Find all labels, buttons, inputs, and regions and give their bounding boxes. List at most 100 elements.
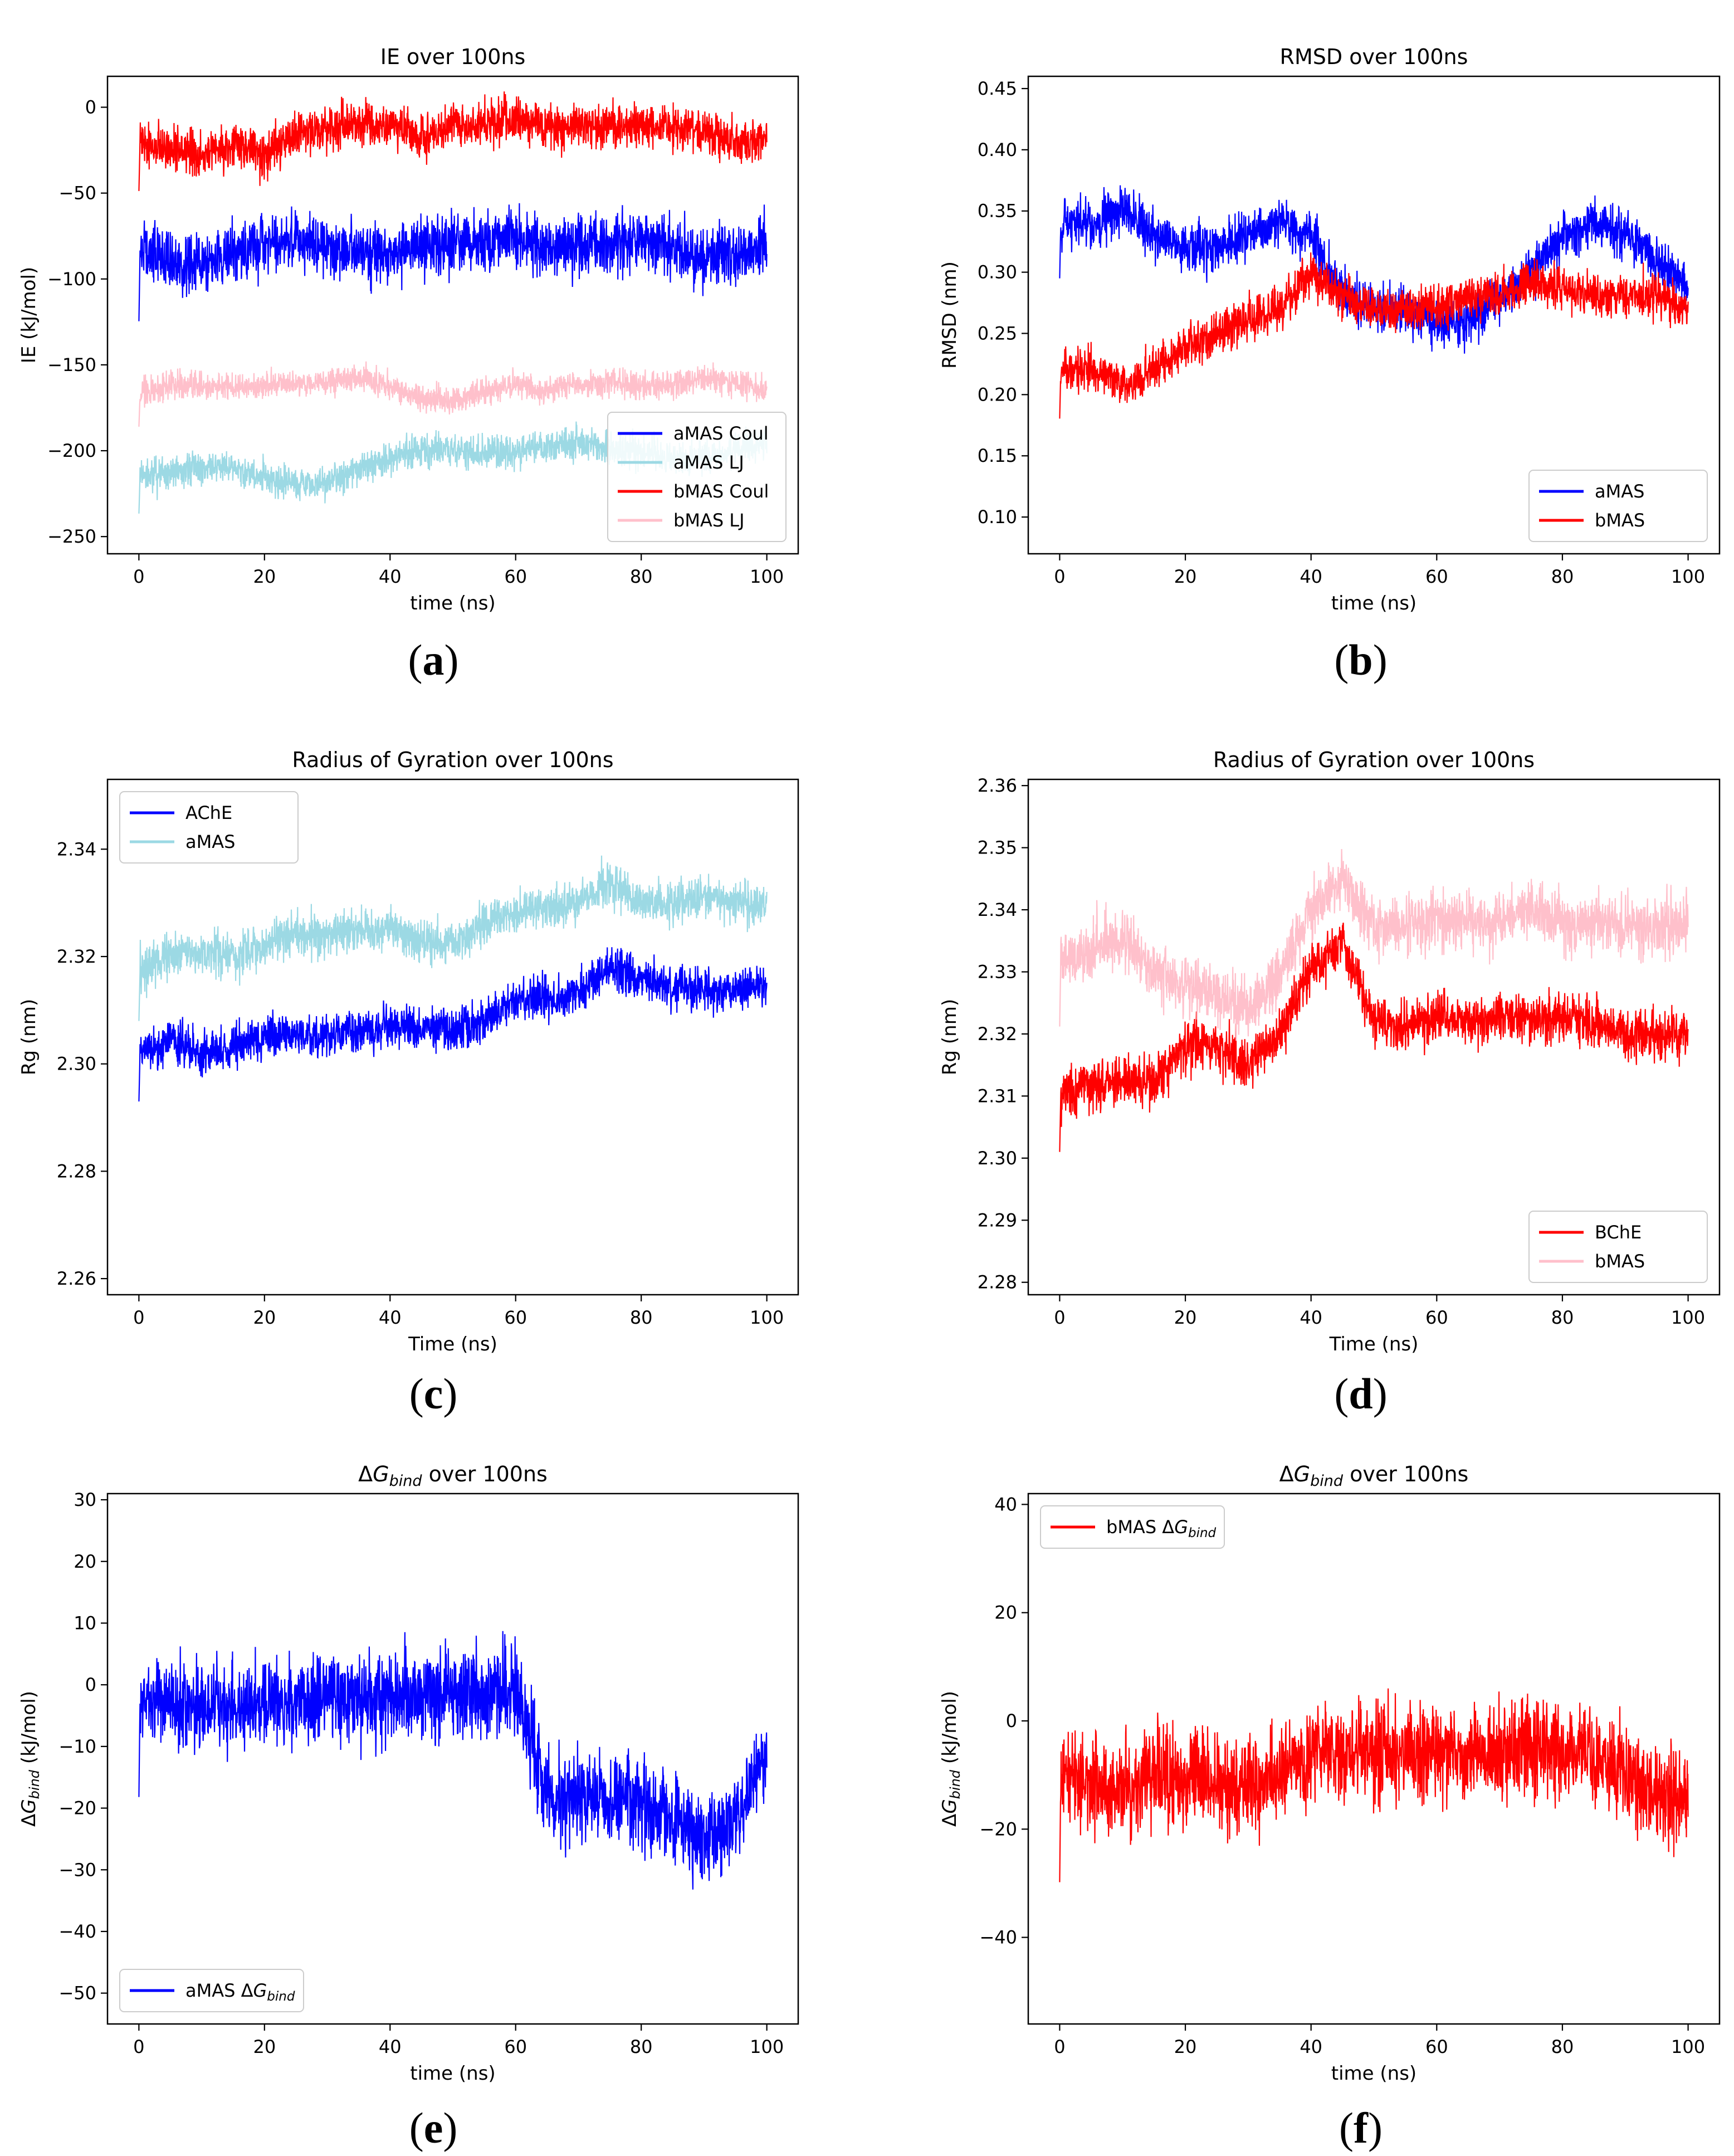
y-tick-label: 0.35 — [978, 201, 1017, 222]
y-tick-label: 0 — [85, 96, 96, 118]
x-tick-label: 0 — [133, 566, 144, 587]
panel-label-b: (b) — [1334, 636, 1388, 684]
chart-title: Radius of Gyration over 100ns — [292, 748, 613, 772]
y-tick-label: −250 — [47, 526, 96, 547]
y-tick-label: −30 — [58, 1859, 96, 1880]
legend-label: aMAS ΔGbind — [185, 1980, 295, 2004]
plot-frame — [106, 1492, 799, 2025]
y-tick-label: −200 — [47, 440, 96, 461]
y-tick-label: 2.29 — [978, 1209, 1017, 1231]
x-tick-label: 40 — [1300, 1307, 1322, 1328]
y-tick-label: 0.10 — [978, 506, 1017, 528]
chart-e: 0 20 40 60 80 1003020100−10−20−30−40−50ΔGbind… — [18, 1462, 799, 2085]
x-tick-label: 100 — [1671, 566, 1705, 587]
x-tick-label: 20 — [253, 1307, 276, 1328]
x-tick-label: 100 — [1671, 1307, 1705, 1328]
y-tick-label: 0.45 — [978, 78, 1017, 99]
legend: aMAS Coul aMAS LJ bMAS Coul bMAS LJ — [607, 412, 787, 542]
y-tick-label: 0.15 — [978, 445, 1017, 466]
series-line-bche — [1059, 923, 1689, 1152]
plot-frame — [1027, 1492, 1721, 2025]
chart-title: IE over 100ns — [380, 45, 526, 69]
chart-f: 0 20 40 60 80 100 40 20 0 −20 −40 ΔGbind over 100ns… — [939, 1462, 1721, 2085]
svg-text:IE (kJ/mol): IE (kJ/mol) — [18, 267, 40, 363]
svg-text:Rg (nm): Rg (nm) — [939, 999, 961, 1075]
y-tick-label: −50 — [58, 183, 96, 204]
y-tick-label: 2.28 — [57, 1160, 96, 1182]
y-tick-label: 2.32 — [57, 946, 96, 967]
x-tick-label: 0 — [1054, 1307, 1065, 1328]
plot-frame — [106, 778, 799, 1296]
chart-title: RMSD over 100ns — [1280, 45, 1468, 69]
x-tick-label: 80 — [1551, 566, 1574, 587]
y-tick-label: 2.26 — [57, 1268, 96, 1289]
y-tick-label: 2.34 — [57, 838, 96, 860]
x-tick-label: 40 — [379, 2036, 402, 2057]
x-tick-label: 100 — [750, 566, 784, 587]
y-tick-label: −40 — [979, 1927, 1017, 1948]
y-tick-label: 30 — [74, 1489, 96, 1510]
legend: aMAS ΔGbind — [119, 1969, 304, 2012]
y-tick-label: 2.31 — [978, 1085, 1017, 1106]
x-tick-label: 80 — [1551, 1307, 1574, 1328]
plot-frame — [1027, 75, 1721, 555]
y-tick-label: 2.32 — [978, 1023, 1017, 1045]
chart-b: 0 20 40 60 80 100 0.10 0.15 0.20 0.25 0.30 0.35 0.40… — [939, 45, 1721, 614]
y-tick-label: 0 — [1006, 1710, 1017, 1731]
x-tick-label: 40 — [379, 1307, 402, 1328]
x-tick-label: 40 — [1300, 566, 1322, 587]
x-tick-label: 60 — [1425, 2036, 1448, 2057]
series-line-amas — [1059, 185, 1689, 354]
svg-text:ΔGbind (kJ/mol): ΔGbind (kJ/mol) — [939, 1691, 963, 1827]
y-tick-label: −50 — [58, 1983, 96, 2004]
x-axis-label: time (ns) — [410, 2062, 495, 2085]
y-axis-label: RMSD (nm) — [939, 261, 961, 369]
series-line-ache — [138, 947, 768, 1102]
legend: aMAS bMAS — [1528, 470, 1708, 542]
y-tick-label: 0.20 — [978, 384, 1017, 405]
chart-title: Radius of Gyration over 100ns — [1213, 748, 1535, 772]
legend: BChE bMAS — [1528, 1211, 1708, 1283]
y-tick-label: 10 — [74, 1612, 96, 1633]
panel-label-a: (a) — [408, 636, 459, 684]
series-line-amas — [138, 855, 768, 1021]
x-axis-label: Time (ns) — [1329, 1333, 1419, 1355]
legend-label: BChE — [1595, 1222, 1642, 1243]
x-tick-label: 20 — [1174, 1307, 1197, 1328]
y-tick-label: 0.30 — [978, 262, 1017, 283]
x-axis-label: Time (ns) — [408, 1333, 497, 1355]
y-tick-label: 40 — [994, 1494, 1017, 1515]
x-tick-label: 0 — [133, 2036, 144, 2057]
series-line-amas — [138, 1631, 768, 1890]
chart-d: 0 20 40 60 80 100 2.28 2.29 2.30 2.31 2.32 2.33 2.34… — [939, 748, 1721, 1355]
x-tick-label: 0 — [1054, 2036, 1065, 2057]
x-tick-label: 0 — [1054, 566, 1065, 587]
x-tick-label: 60 — [504, 1307, 527, 1328]
x-tick-label: 60 — [504, 566, 527, 587]
legend-label: bMAS ΔGbind — [1106, 1516, 1217, 1540]
y-tick-label: −20 — [979, 1818, 1017, 1840]
x-tick-label: 100 — [1671, 2036, 1705, 2057]
y-tick-label: −40 — [58, 1921, 96, 1942]
series-line-bmas — [1059, 1688, 1689, 1882]
y-tick-label: −100 — [47, 269, 96, 290]
x-tick-label: 80 — [630, 566, 653, 587]
y-tick-label: 2.30 — [57, 1053, 96, 1075]
chart-a: 0 20 40 60 80 100 0 −50 −100 −150 −200 −250 IE over … — [18, 45, 799, 614]
y-tick-label: 2.34 — [978, 899, 1017, 920]
x-tick-label: 60 — [1425, 1307, 1448, 1328]
y-axis-label: IE (kJ/mol) — [18, 267, 40, 363]
x-axis-label: time (ns) — [410, 592, 495, 614]
x-tick-label: 20 — [1174, 2036, 1197, 2057]
x-tick-label: 60 — [504, 2036, 527, 2057]
svg-text:RMSD (nm): RMSD (nm) — [939, 261, 961, 369]
y-tick-label: 0 — [85, 1674, 96, 1695]
x-tick-label: 20 — [1174, 566, 1197, 587]
y-axis-label: Rg (nm) — [18, 999, 40, 1075]
legend-label: bMAS — [1595, 1251, 1645, 1272]
series-line-bmas-lj — [138, 361, 768, 427]
series-line-bmas — [1059, 252, 1689, 419]
y-tick-label: 20 — [74, 1551, 96, 1572]
x-tick-label: 60 — [1425, 566, 1448, 587]
